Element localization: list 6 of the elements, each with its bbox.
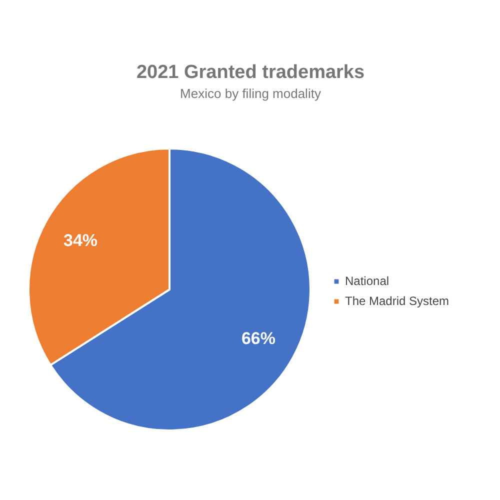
legend-label: National	[345, 274, 390, 288]
chart-title: 2021 Granted trademarks	[136, 62, 365, 83]
data-label: 66%	[241, 328, 276, 348]
chart-subtitle: Mexico by filing modality	[180, 86, 322, 101]
data-label: 34%	[64, 231, 98, 250]
legend-label: The Madrid System	[345, 294, 450, 308]
